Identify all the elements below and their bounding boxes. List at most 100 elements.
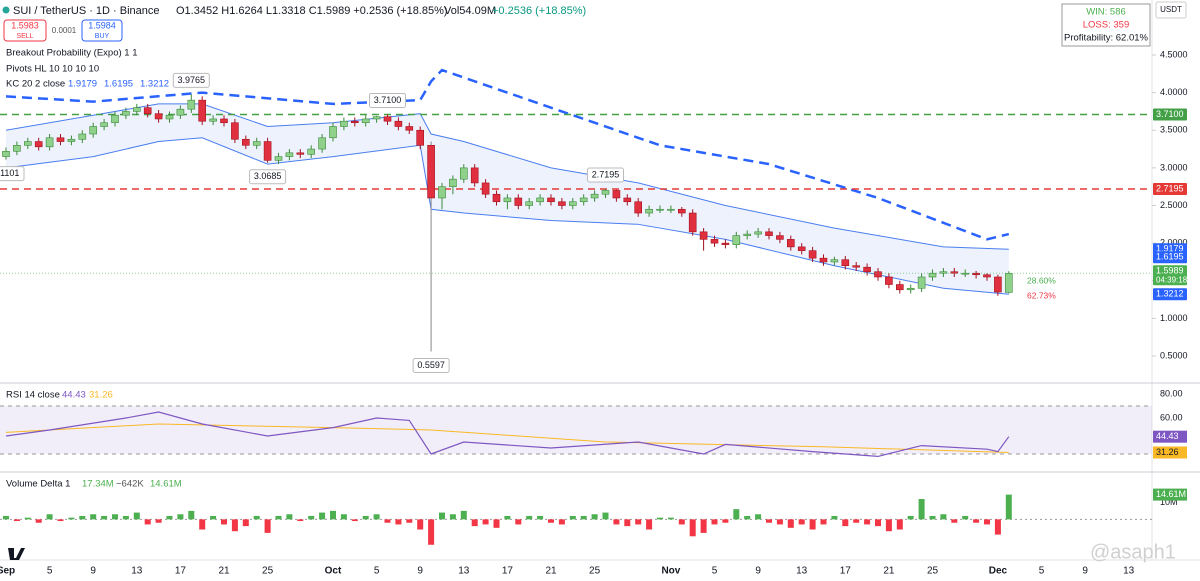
volume-bar bbox=[896, 519, 903, 530]
volume-bar bbox=[722, 519, 729, 523]
volume-bar bbox=[602, 512, 609, 520]
candle-body bbox=[917, 276, 926, 289]
volume-bar bbox=[308, 515, 315, 520]
price-badge bbox=[1153, 251, 1187, 264]
buy-button[interactable] bbox=[81, 19, 123, 42]
volume-bar bbox=[864, 519, 871, 525]
candle-body bbox=[34, 141, 43, 148]
volume-bar bbox=[449, 514, 456, 520]
rsi-tick-label: 80.00 bbox=[1160, 388, 1183, 398]
probability-up: 28.60% bbox=[1027, 275, 1056, 285]
volume-bar bbox=[417, 519, 424, 530]
candle-body bbox=[699, 231, 708, 240]
currency-button[interactable] bbox=[1155, 1, 1187, 19]
currency[interactable]: USDT bbox=[1160, 5, 1182, 14]
candle-body bbox=[143, 107, 152, 114]
sell-label[interactable]: SELL bbox=[16, 33, 33, 40]
volume-bar bbox=[831, 515, 838, 520]
volume-bar bbox=[351, 519, 358, 522]
y-tick-label: 4.5000 bbox=[1160, 49, 1188, 59]
indicator-label[interactable]: KC 20 2 close bbox=[6, 79, 65, 90]
volume-title: Volume Delta 1 bbox=[6, 479, 70, 490]
level-badge bbox=[1153, 182, 1187, 195]
volume-bar bbox=[667, 517, 674, 520]
volume-bar bbox=[395, 519, 402, 525]
volume-bar bbox=[231, 519, 238, 532]
win-count: WIN: 586 bbox=[1086, 7, 1126, 18]
indicator-label[interactable]: Pivots HL 10 10 10 10 bbox=[6, 64, 99, 75]
volume-bar bbox=[90, 514, 97, 520]
countdown: 04:39:18 bbox=[1156, 275, 1188, 284]
volume-bar bbox=[210, 515, 217, 520]
buy-price[interactable]: 1.5984 bbox=[88, 20, 116, 30]
volume-bar bbox=[286, 514, 293, 520]
candle-body bbox=[677, 208, 686, 214]
loss-count: LOSS: 359 bbox=[1083, 20, 1129, 31]
volume-bar bbox=[35, 519, 42, 523]
volume-readout: 14.61M bbox=[150, 479, 182, 490]
candle-body bbox=[939, 271, 948, 274]
candle-body bbox=[383, 116, 392, 122]
pivot-box bbox=[412, 358, 450, 374]
volume-bar bbox=[515, 519, 522, 525]
candle-body bbox=[329, 126, 337, 139]
logo bbox=[8, 548, 25, 560]
volume-bar bbox=[875, 519, 881, 527]
x-tick-label: 21 bbox=[218, 566, 230, 577]
x-tick-label: 5 bbox=[712, 566, 718, 577]
y-tick-label: 2.0000 bbox=[1160, 238, 1188, 248]
rsi-ma-readout: 31.26 bbox=[89, 390, 113, 401]
candle-body bbox=[2, 151, 10, 157]
volume-bar bbox=[340, 514, 347, 520]
candle-body bbox=[558, 201, 566, 206]
pivot-label: 3.7100 bbox=[374, 95, 402, 105]
candle-body bbox=[754, 231, 762, 235]
candle-body bbox=[885, 276, 893, 285]
volume-bar bbox=[471, 519, 478, 527]
candle-body bbox=[656, 208, 664, 211]
volume-bar bbox=[678, 519, 685, 525]
x-tick-label: Dec bbox=[989, 566, 1008, 577]
volume-readout: Vol54.09M bbox=[444, 5, 496, 17]
volume-bar bbox=[46, 514, 53, 520]
y-tick-label: 2.5000 bbox=[1160, 200, 1188, 210]
indicator-label[interactable]: Breakout Probability (Expo) 1 1 bbox=[6, 48, 137, 59]
volume-bar bbox=[319, 512, 326, 520]
candle-body bbox=[372, 116, 381, 120]
candle-body bbox=[786, 239, 795, 248]
x-tick-label: 9 bbox=[90, 566, 96, 577]
stats-box bbox=[1061, 3, 1151, 47]
pivot-box bbox=[587, 167, 624, 183]
volume-bar bbox=[624, 519, 631, 527]
volume-bar bbox=[101, 515, 108, 520]
candle-body bbox=[438, 186, 446, 199]
candle-body bbox=[623, 197, 632, 203]
volume-bar bbox=[733, 509, 740, 520]
x-tick-label: 17 bbox=[175, 566, 187, 577]
x-tick-label: 13 bbox=[796, 566, 808, 577]
candle-body bbox=[45, 137, 54, 148]
last-price-badge bbox=[1153, 265, 1187, 286]
buy-label[interactable]: BUY bbox=[95, 33, 110, 40]
symbol[interactable]: SUI / TetherUS · 1D · Binance bbox=[13, 5, 160, 17]
volume-bar bbox=[918, 499, 925, 520]
volume-bar bbox=[264, 519, 271, 533]
candle-body bbox=[78, 133, 87, 140]
sell-button[interactable] bbox=[3, 19, 47, 42]
volume-bar bbox=[613, 519, 620, 525]
kc-readout: 1.6195 bbox=[104, 79, 133, 90]
y-tick-label: 1.0000 bbox=[1160, 313, 1188, 323]
volume-bar bbox=[591, 514, 598, 520]
candle-body bbox=[830, 259, 839, 263]
level-label: 2.7195 bbox=[1156, 183, 1184, 193]
volume-bar bbox=[809, 519, 816, 530]
volume-bar bbox=[439, 512, 445, 520]
rsi-badge-label: 44.43 bbox=[1156, 431, 1179, 441]
sell-price[interactable]: 1.5983 bbox=[11, 20, 39, 30]
x-tick-label: Sep bbox=[0, 566, 15, 577]
x-tick-label: 17 bbox=[840, 566, 852, 577]
candle-body bbox=[427, 145, 435, 199]
volume-bar bbox=[242, 519, 249, 527]
